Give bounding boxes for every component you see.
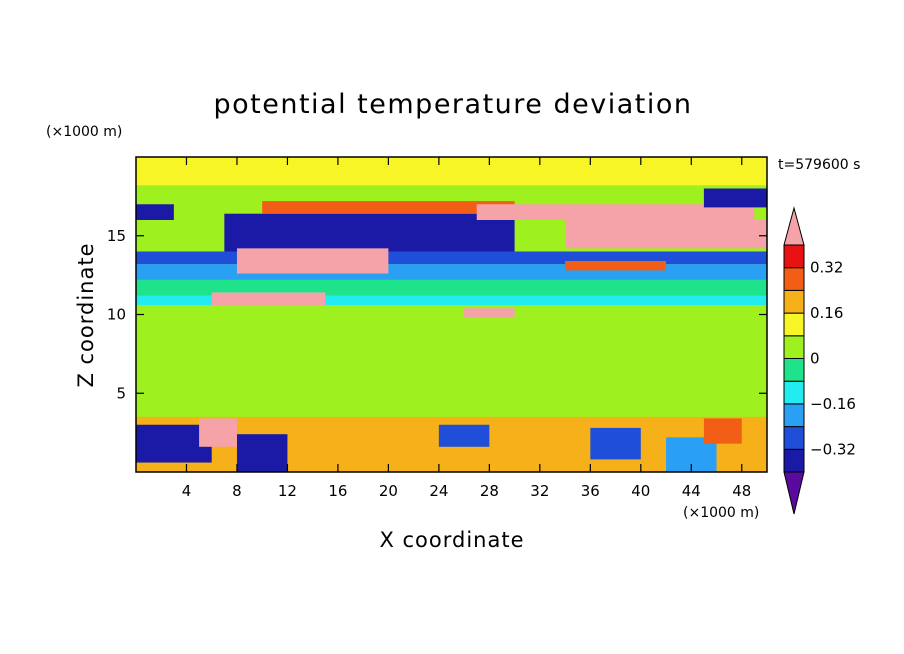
x-tick-label: 48 <box>732 482 751 500</box>
y-tick-label: 10 <box>107 306 126 324</box>
contour-region-1 <box>136 305 767 417</box>
x-tick-label: 44 <box>682 482 701 500</box>
contour-plot <box>136 157 767 472</box>
colorbar-top-triangle <box>783 206 805 246</box>
x-tick-label: 36 <box>581 482 600 500</box>
colorbar-tick-label: 0 <box>810 350 820 368</box>
x-axis-label: X coordinate <box>379 528 524 552</box>
x-tick-label: 40 <box>631 482 650 500</box>
contour-region-11 <box>565 220 767 249</box>
y-tick-label: 5 <box>116 384 126 402</box>
colorbar-box <box>783 380 805 405</box>
contour-region-7 <box>136 204 174 220</box>
y-tick-label: 15 <box>107 227 126 245</box>
contour-region-22 <box>590 427 641 460</box>
contour-region-8 <box>224 213 515 252</box>
time-label: t=579600 s <box>778 157 860 173</box>
x-tick-label: 4 <box>182 482 192 500</box>
contour-region-3 <box>136 295 767 306</box>
x-tick-label: 12 <box>278 482 297 500</box>
contour-region-2 <box>136 157 767 186</box>
contour-region-15 <box>565 260 667 271</box>
contour-region-5 <box>136 264 767 280</box>
contour-region-16 <box>464 308 515 318</box>
contour-region-9 <box>262 201 515 214</box>
colorbar-box <box>783 289 805 314</box>
contour-region-4 <box>136 279 767 296</box>
colorbar-box <box>783 448 805 473</box>
y-axis-unit: (×1000 m) <box>46 124 122 140</box>
contour-region-12 <box>703 188 767 208</box>
colorbar-box <box>783 403 805 428</box>
y-axis-label: Z coordinate <box>74 242 98 387</box>
colorbar-box <box>783 335 805 359</box>
contour-region-6 <box>136 251 767 265</box>
colorbar: 0.32 0.16 0 −0.16 −0.32 <box>783 206 856 515</box>
colorbar-box <box>783 358 805 382</box>
contour-region-19 <box>236 434 288 472</box>
colorbar-bottom-triangle <box>783 471 805 515</box>
colorbar-tick-label: −0.16 <box>810 395 856 413</box>
x-axis-unit: (×1000 m) <box>683 505 759 521</box>
x-tick-label: 20 <box>379 482 398 500</box>
colorbar-tick-label: −0.32 <box>810 440 856 458</box>
contour-region-20 <box>199 418 237 447</box>
x-tick-label: 8 <box>232 482 242 500</box>
x-tick-label: 32 <box>530 482 549 500</box>
colorbar-box <box>783 267 805 291</box>
contour-region-14 <box>211 292 326 306</box>
contour-region-13 <box>236 248 389 274</box>
x-tick-label: 24 <box>429 482 448 500</box>
x-tick-label: 16 <box>328 482 347 500</box>
contour-region-24 <box>703 418 742 444</box>
colorbar-tick-label: 0.32 <box>810 259 843 277</box>
colorbar-tick-label: 0.16 <box>810 304 843 322</box>
contour-region-21 <box>438 424 490 447</box>
chart-title: potential temperature deviation <box>214 89 693 120</box>
colorbar-box <box>783 244 805 269</box>
contour-region-10 <box>476 204 755 220</box>
x-tick-label: 28 <box>480 482 499 500</box>
colorbar-box <box>783 312 805 337</box>
colorbar-box <box>783 426 805 450</box>
